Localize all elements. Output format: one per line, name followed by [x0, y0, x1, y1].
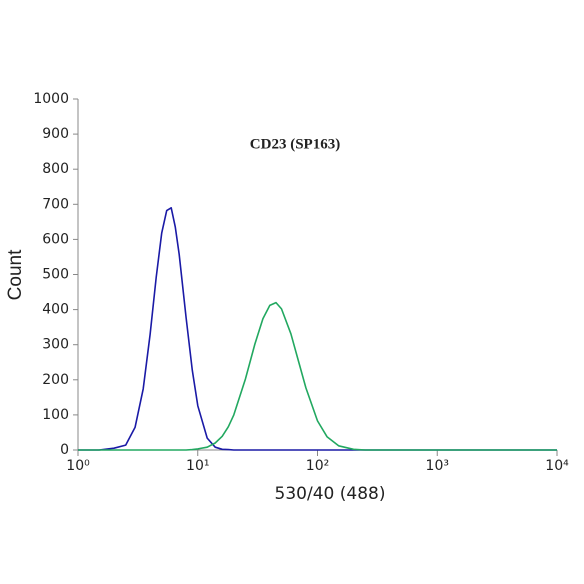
- x-tick-label: 10⁰: [66, 458, 90, 474]
- y-tick-label: 300: [42, 337, 69, 353]
- y-tick-label: 800: [42, 161, 69, 177]
- y-tick-label: 200: [42, 372, 69, 388]
- x-axis-label: 530/40 (488): [275, 484, 386, 504]
- y-tick-label: 900: [42, 126, 69, 142]
- chart-title: CD23 (SP163): [250, 136, 340, 152]
- y-axis-label: Count: [5, 249, 26, 300]
- x-tick-label: 10¹: [186, 458, 209, 474]
- x-tick-label: 10²: [306, 458, 329, 474]
- x-tick-label: 10³: [426, 458, 449, 474]
- y-tick-label: 700: [42, 196, 69, 212]
- y-tick-label: 600: [42, 231, 69, 247]
- y-tick-label: 100: [42, 407, 69, 423]
- y-tick-label: 1000: [33, 91, 69, 107]
- y-tick-label: 500: [42, 267, 69, 283]
- y-tick-label: 0: [60, 442, 69, 458]
- x-tick-label: 10⁴: [545, 458, 569, 474]
- histogram-line: [78, 301, 557, 451]
- y-tick-label: 400: [42, 302, 69, 318]
- histogram-line: [78, 207, 557, 451]
